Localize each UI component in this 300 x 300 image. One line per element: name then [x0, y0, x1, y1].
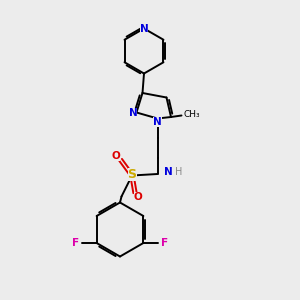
- Text: F: F: [72, 238, 79, 248]
- Text: F: F: [161, 238, 168, 248]
- Text: N: N: [164, 167, 173, 177]
- Text: O: O: [112, 151, 121, 161]
- Text: S: S: [128, 168, 136, 181]
- Text: N: N: [153, 117, 162, 127]
- Text: H: H: [175, 167, 182, 177]
- Text: N: N: [128, 107, 137, 118]
- Text: O: O: [134, 192, 142, 203]
- Text: N: N: [140, 23, 148, 34]
- Text: CH₃: CH₃: [184, 110, 200, 118]
